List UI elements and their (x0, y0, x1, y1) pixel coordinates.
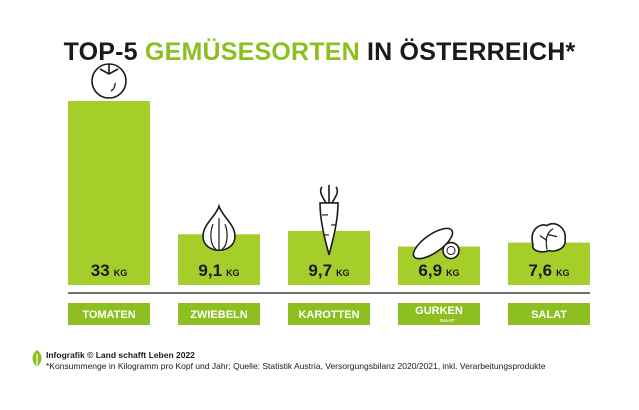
carrot-body (319, 202, 339, 256)
value-unit: KG (446, 268, 460, 278)
value-label: 9,1 KG (198, 261, 239, 280)
category-sublabel: SALAT (440, 318, 455, 323)
bar-tomaten (68, 101, 150, 285)
value-label: 7,6 KG (528, 261, 569, 280)
cucumber-icon (412, 227, 460, 260)
category-label: KAROTTEN (298, 309, 359, 321)
title-part-3: IN ÖSTERREICH* (367, 38, 576, 66)
value-number: 7,6 (528, 261, 552, 280)
category-label: TOMATEN (82, 309, 135, 321)
source-note: *Konsummenge in Kilogramm pro Kopf und J… (46, 361, 546, 371)
tomato-icon (91, 63, 127, 99)
lettuce-body (531, 222, 566, 253)
category-label: ZWIEBELN (190, 309, 247, 321)
bar-group-zwiebeln: 9,1 KG ZWIEBELN (178, 203, 260, 325)
onion-lines (210, 218, 228, 251)
value-number: 9,7 (308, 261, 332, 280)
value-unit: KG (226, 268, 240, 278)
carrot-lines (322, 214, 336, 236)
category-label: GURKEN (415, 305, 463, 317)
category-label-bg (398, 303, 480, 325)
category-label-bg (288, 303, 370, 325)
credit-text: Infografik © Land schafft Leben 2022 (46, 350, 195, 360)
value-number: 9,1 (198, 261, 222, 280)
leaf-logo-icon (32, 350, 42, 368)
onion-icon (202, 203, 236, 252)
carrot-leaves (319, 184, 339, 204)
tomato-stem (99, 64, 119, 75)
value-unit: KG (114, 268, 128, 278)
footer: Infografik © Land schafft Leben 2022 *Ko… (46, 350, 545, 372)
bar-group-karotten: 9,7 KG KAROTTEN (288, 184, 370, 325)
value-label: 6,9 KG (418, 261, 459, 280)
category-label-bg (178, 303, 260, 325)
value-unit: KG (556, 268, 570, 278)
carrot-icon (319, 184, 339, 256)
chart-title: TOP-5 GEMÜSESORTEN IN ÖSTERREICH* (0, 38, 639, 67)
value-unit: KG (336, 268, 350, 278)
value-number: 33 (91, 261, 110, 280)
lettuce-icon (531, 222, 566, 253)
bar-group-tomaten: 33 KG TOMATEN (68, 63, 150, 325)
tomato-shine (110, 82, 116, 92)
category-label-bg (508, 303, 590, 325)
value-number: 6,9 (418, 261, 442, 280)
bar-gurken (398, 246, 480, 285)
cucumber-body (412, 227, 454, 260)
category-label-bg (68, 303, 150, 325)
lettuce-veins (539, 228, 558, 250)
cucumber-slice-core (446, 246, 456, 256)
value-label: 33 KG (91, 261, 127, 280)
title-part-2: GEMÜSESORTEN (144, 38, 360, 66)
bar-group-salat: 7,6 KG SALAT (508, 222, 590, 325)
value-label: 9,7 KG (308, 261, 349, 280)
category-label: SALAT (531, 309, 567, 321)
cucumber-slice (442, 241, 460, 260)
title-part-1: TOP-5 (63, 38, 138, 66)
